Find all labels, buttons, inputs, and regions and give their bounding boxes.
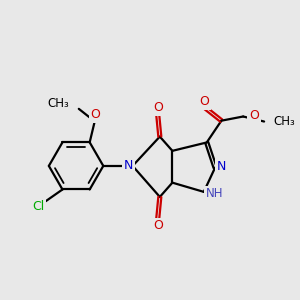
Text: O: O xyxy=(199,95,209,108)
Text: N: N xyxy=(216,160,226,173)
Text: N: N xyxy=(124,159,133,172)
Text: O: O xyxy=(153,219,163,232)
Text: O: O xyxy=(153,101,163,114)
Text: O: O xyxy=(249,109,259,122)
Text: O: O xyxy=(91,108,100,121)
Text: Cl: Cl xyxy=(32,200,44,213)
Text: NH: NH xyxy=(206,188,224,200)
Text: CH₃: CH₃ xyxy=(47,97,69,110)
Text: CH₃: CH₃ xyxy=(273,116,295,128)
